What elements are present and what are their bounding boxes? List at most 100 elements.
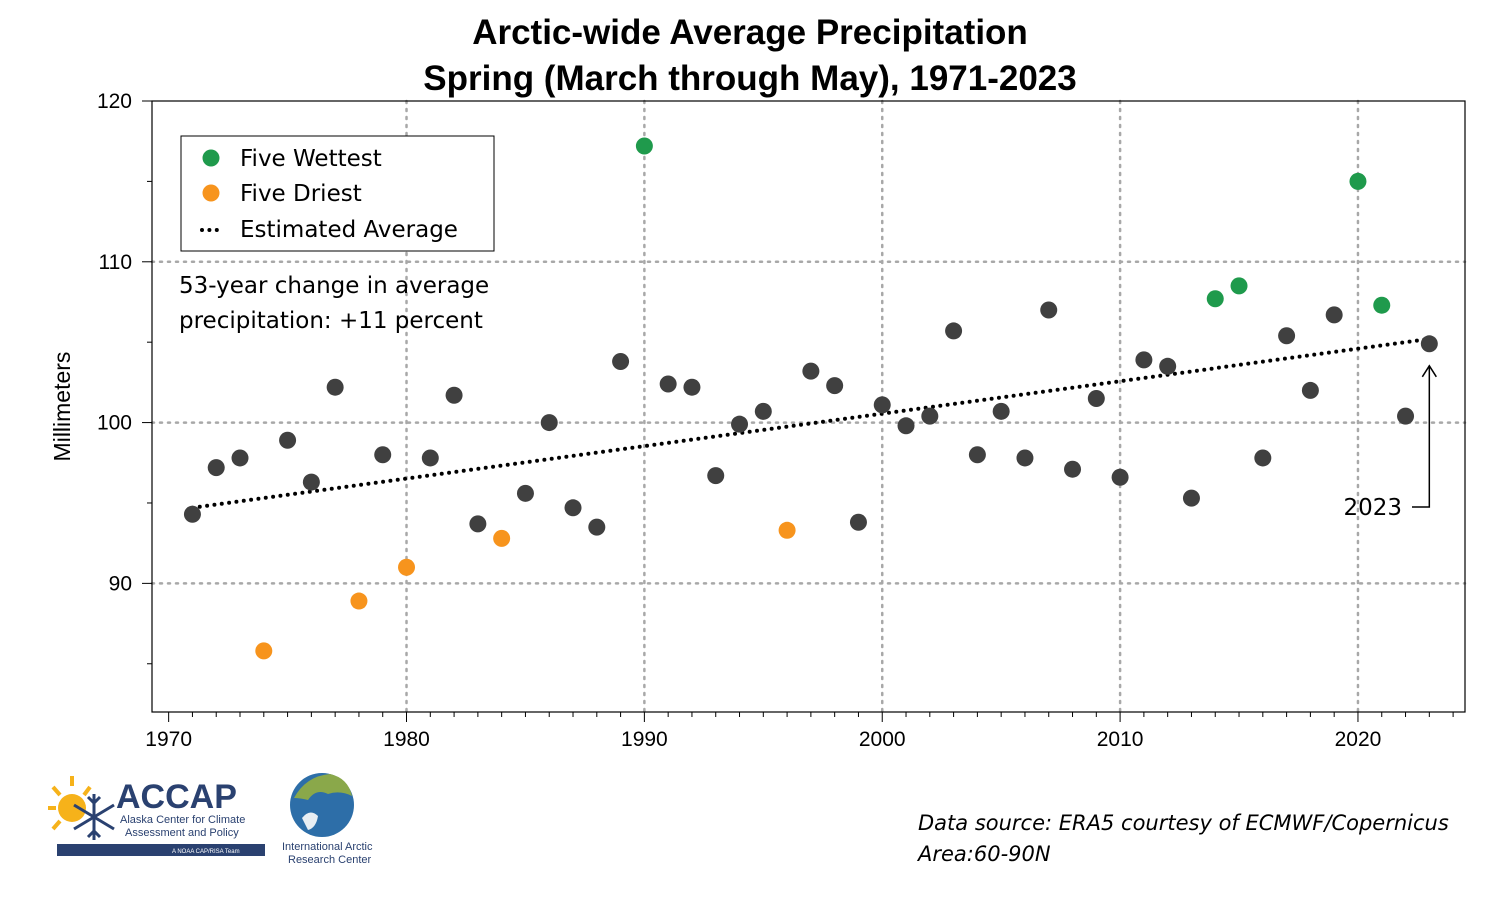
legend-label-driest: Five Driest	[240, 181, 362, 207]
sun-icon	[48, 776, 92, 831]
snowflake-icon	[73, 794, 115, 840]
data-point	[1325, 306, 1343, 324]
annotation-arrow	[1412, 365, 1431, 508]
data-point	[826, 377, 844, 395]
data-point	[374, 446, 392, 464]
chart-title: Arctic-wide Average Precipitation	[472, 13, 1028, 52]
data-point	[421, 449, 439, 467]
data-point	[802, 362, 820, 380]
data-point	[1111, 468, 1129, 486]
data-point	[1182, 489, 1200, 507]
data-point	[1087, 389, 1105, 407]
data-point	[1420, 335, 1438, 353]
data-point	[469, 515, 487, 533]
x-tick-label: 2000	[859, 728, 906, 751]
iarc-name-line1: International Arctic	[282, 841, 373, 853]
axes: 1970 1980 1990 2000 2010 2020 90 100 110 120 Milli…	[49, 90, 1466, 751]
data-point	[849, 513, 867, 531]
data-point	[493, 529, 511, 547]
data-point	[707, 467, 725, 485]
legend-label-average: Estimated Average	[240, 217, 458, 243]
data-source-note: Data source: ERA5 courtesy of ECMWF/Cope…	[918, 808, 1449, 870]
legend-marker-wettest	[202, 149, 220, 167]
y-tick-label: 90	[109, 572, 132, 595]
data-point	[183, 505, 201, 523]
x-tick-label: 1990	[621, 728, 668, 751]
legend-label-wettest: Five Wettest	[240, 146, 382, 172]
accap-name-line2: Assessment and Policy	[125, 827, 239, 839]
annotation-arrowhead	[1421, 364, 1437, 378]
data-point	[564, 499, 582, 517]
data-point	[279, 431, 297, 449]
data-point	[1349, 172, 1367, 190]
data-point	[1135, 351, 1153, 369]
accap-logo: ACCAP Alaska Center for Climate Assessme…	[48, 776, 265, 856]
data-point	[1230, 277, 1248, 295]
x-tick-label: 2010	[1097, 728, 1144, 751]
data-point	[207, 459, 225, 477]
data-point	[945, 322, 963, 340]
globe-icon	[290, 773, 354, 837]
data-point	[1373, 296, 1391, 314]
data-point	[778, 521, 796, 539]
data-point	[1397, 407, 1415, 425]
data-point	[1278, 327, 1296, 345]
plot-frame	[151, 100, 1466, 713]
data-point	[445, 386, 463, 404]
data-point	[683, 378, 701, 396]
chart-subtitle: Spring (March through May), 1971-2023	[423, 59, 1077, 98]
trend-line-estimated-average	[190, 336, 1432, 510]
year-2023-label: 2023	[1343, 495, 1402, 521]
x-tick-label: 2020	[1335, 728, 1382, 751]
accap-name-line1: Alaska Center for Climate	[120, 814, 245, 826]
data-point	[612, 352, 630, 370]
data-point	[659, 375, 677, 393]
data-point	[398, 558, 416, 576]
data-point	[897, 417, 915, 435]
data-point	[635, 137, 653, 155]
data-point	[231, 449, 249, 467]
data-point	[754, 402, 772, 420]
legend: Five Wettest Five Driest Estimated Average	[180, 135, 495, 252]
data-point	[1159, 357, 1177, 375]
data-point	[1254, 449, 1272, 467]
legend-marker-driest	[202, 184, 220, 202]
data-point	[255, 642, 273, 660]
data-point	[873, 396, 891, 414]
trend-line	[190, 336, 1432, 510]
x-tick-label: 1970	[145, 728, 192, 751]
y-tick-label: 120	[97, 90, 132, 113]
change-annotation-line1: 53-year change in average	[179, 273, 489, 299]
y-axis-label: Millimeters	[49, 352, 75, 462]
data-points	[183, 137, 1438, 660]
annotations: 53-year change in average precipitation: …	[179, 273, 1437, 521]
y-tick-label: 100	[97, 412, 132, 435]
accap-tagline: A NOAA CAP/RISA Team	[172, 849, 240, 855]
data-point	[921, 407, 939, 425]
accap-wordmark: ACCAP	[116, 778, 237, 816]
data-point	[540, 414, 558, 432]
change-annotation-line2: precipitation: +11 percent	[179, 308, 483, 334]
x-tick-label: 1980	[383, 728, 430, 751]
data-point	[350, 592, 368, 610]
data-area-line: Area:60-90N	[918, 842, 1051, 866]
y-tick-label: 110	[99, 251, 132, 274]
data-point	[1206, 290, 1224, 308]
data-point	[968, 446, 986, 464]
data-point	[1064, 460, 1082, 478]
chart-title-block: Arctic-wide Average Precipitation Spring…	[0, 10, 1500, 102]
data-point	[302, 473, 320, 491]
data-point	[992, 402, 1010, 420]
legend-box	[180, 135, 495, 252]
iarc-name-line2: Research Center	[288, 854, 371, 866]
data-point	[1016, 449, 1034, 467]
data-source-line: Data source: ERA5 courtesy of ECMWF/Cope…	[918, 811, 1449, 835]
data-point	[326, 378, 344, 396]
data-point	[1301, 381, 1319, 399]
data-point	[1040, 301, 1058, 319]
data-point	[516, 484, 534, 502]
iarc-logo: International Arctic Research Center	[282, 773, 373, 866]
data-point	[731, 415, 749, 433]
data-point	[588, 518, 606, 536]
